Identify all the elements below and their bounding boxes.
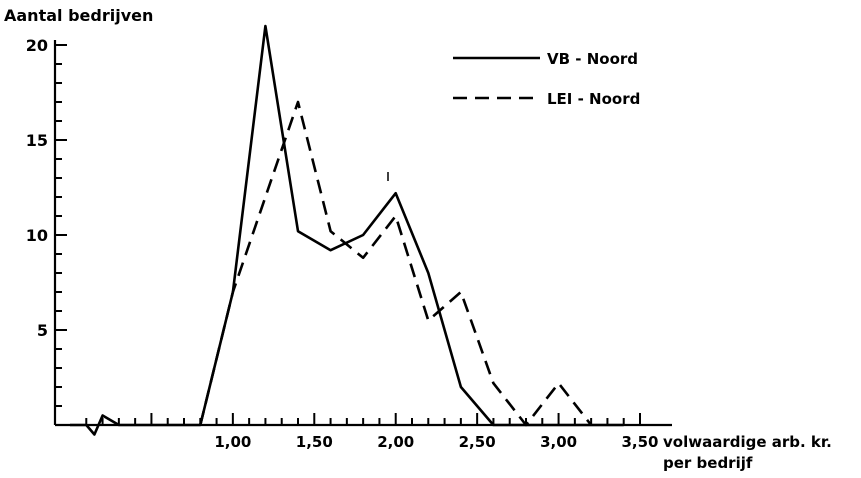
- legend-label-vb-noord: VB - Noord: [547, 50, 638, 68]
- y-tick-label: 15: [26, 131, 48, 150]
- y-tick-label: 10: [26, 226, 48, 245]
- x-axis-label-line1: volwaardige arb. kr.: [663, 433, 832, 451]
- x-tick-label: 3,00: [540, 433, 577, 451]
- y-tick-label: 5: [37, 321, 48, 340]
- x-tick-label: 2,00: [377, 433, 414, 451]
- legend: VB - Noord LEI - Noord: [453, 50, 640, 108]
- y-ticks: 5 10 15 20: [26, 36, 67, 407]
- series-line-lei-noord: [199, 100, 593, 427]
- x-ticks: 1,00 1,50 2,00 2,50 3,00 3,50: [85, 413, 659, 451]
- x-axis-label-line2: per bedrijf: [663, 454, 753, 472]
- legend-label-lei-noord: LEI - Noord: [547, 90, 640, 108]
- x-tick-label: 1,50: [296, 433, 333, 451]
- x-tick-label: 3,50: [621, 433, 658, 451]
- y-axis-label: Aantal bedrijven: [4, 6, 153, 25]
- series-line-vb-noord: [70, 24, 624, 436]
- y-tick-label: 20: [26, 36, 48, 55]
- series-layer: [70, 24, 624, 436]
- x-tick-label: 1,00: [214, 433, 251, 451]
- x-tick-label: 2,50: [459, 433, 496, 451]
